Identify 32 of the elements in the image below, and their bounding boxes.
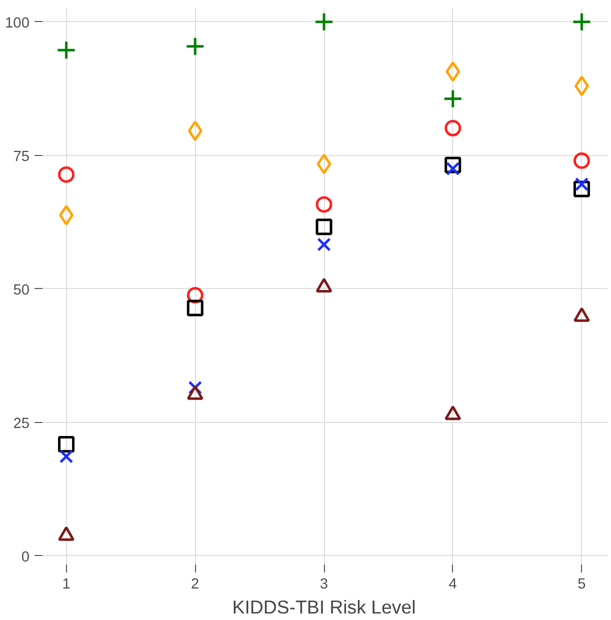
- x-tick-label: 4: [448, 576, 457, 592]
- x-axis-title: KIDDS-TBI Risk Level: [232, 596, 416, 618]
- point: [185, 36, 205, 56]
- point: [446, 162, 460, 176]
- point: [572, 12, 592, 32]
- point: [446, 61, 460, 82]
- point: [316, 196, 332, 213]
- point: [314, 12, 334, 32]
- x-tick-label: 1: [62, 576, 70, 592]
- point: [188, 120, 202, 142]
- y-tick-label: 100: [5, 15, 30, 32]
- x-tick-label: 5: [578, 576, 586, 592]
- point: [316, 154, 332, 174]
- y-tick-label: 0: [21, 549, 30, 566]
- point: [316, 218, 332, 236]
- point: [59, 450, 74, 464]
- y-tick-label: 50: [13, 282, 30, 298]
- y-tick-label: 25: [13, 416, 30, 432]
- point: [317, 238, 331, 252]
- point: [443, 88, 463, 108]
- point: [574, 177, 589, 192]
- y-tick-label: 75: [13, 148, 30, 165]
- point: [58, 436, 75, 452]
- x-tick-label: 3: [320, 576, 328, 592]
- point: [59, 204, 74, 226]
- point: [58, 166, 75, 183]
- point: [186, 300, 204, 316]
- x-tick-label: 2: [191, 576, 200, 592]
- point: [56, 40, 76, 60]
- point: [444, 120, 462, 136]
- point: [573, 152, 590, 169]
- point: [574, 76, 589, 96]
